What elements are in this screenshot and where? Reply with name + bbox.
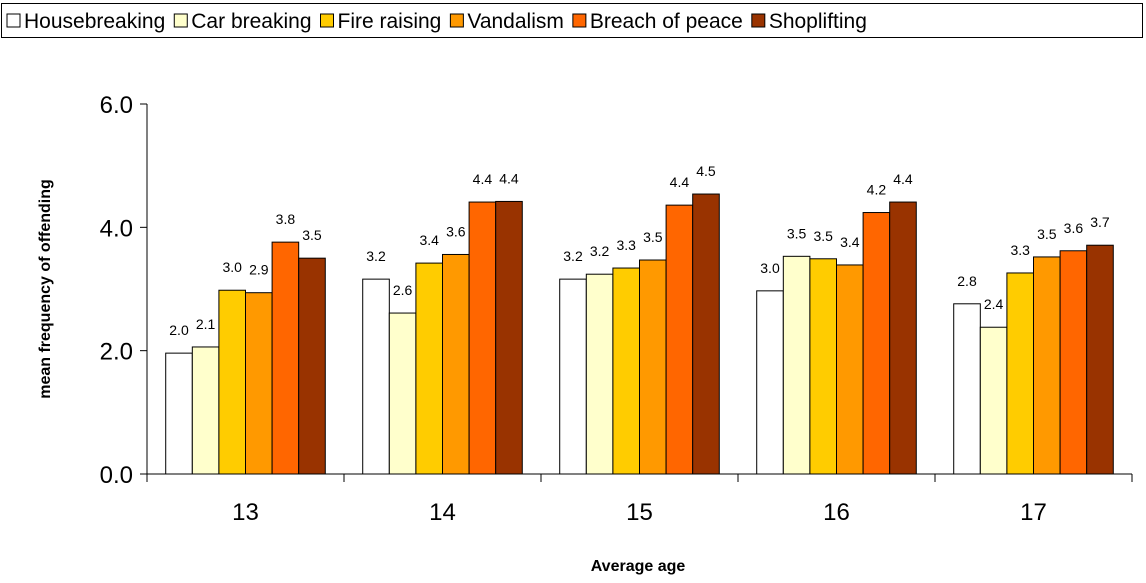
value-label: 2.6 <box>393 282 413 298</box>
value-label: 4.5 <box>696 163 716 179</box>
bar <box>495 200 523 475</box>
bar <box>362 278 390 475</box>
bar <box>218 289 246 475</box>
bar <box>271 241 300 475</box>
bar <box>836 264 864 475</box>
x-tick-label: 15 <box>626 499 653 526</box>
bar <box>165 352 193 475</box>
bar <box>468 201 497 475</box>
legend-swatch <box>449 13 464 28</box>
value-label: 3.6 <box>446 223 466 239</box>
x-tick-label: 16 <box>823 499 850 526</box>
bar <box>298 257 326 475</box>
value-label: 3.2 <box>366 248 386 264</box>
value-label: 2.4 <box>984 296 1004 312</box>
bar <box>953 303 981 475</box>
legend-swatch <box>6 13 21 28</box>
bar <box>388 312 417 475</box>
bar <box>665 204 694 475</box>
bar <box>1033 256 1061 475</box>
value-label: 3.0 <box>760 260 780 276</box>
y-tick-label: 0.0 <box>100 462 133 489</box>
value-label: 3.5 <box>643 229 663 245</box>
x-tick-label: 14 <box>429 499 456 526</box>
value-label: 3.4 <box>840 234 860 250</box>
x-axis-title: Average age <box>591 558 686 575</box>
value-label: 2.0 <box>169 322 189 338</box>
bar <box>612 267 641 475</box>
bar <box>979 326 1008 475</box>
value-label: 2.1 <box>196 316 216 332</box>
value-label: 4.2 <box>867 182 887 198</box>
value-label: 3.3 <box>1010 242 1030 258</box>
bar <box>245 292 273 475</box>
y-axis-title: mean frequency of offending <box>37 179 54 399</box>
legend-swatch <box>320 13 334 28</box>
legend-label: Fire raising <box>338 10 442 33</box>
value-label: 3.5 <box>302 227 322 243</box>
legend-swatch <box>173 13 188 28</box>
bar <box>756 290 784 475</box>
bar <box>809 258 838 475</box>
x-tick-label: 13 <box>232 499 259 526</box>
value-label: 3.0 <box>222 259 242 275</box>
y-tick-label: 2.0 <box>100 339 133 366</box>
value-label: 3.2 <box>563 248 583 264</box>
value-label: 3.6 <box>1064 220 1084 236</box>
legend-label: Car breaking <box>191 10 311 33</box>
bar <box>585 273 614 475</box>
y-tick-label: 6.0 <box>100 92 133 119</box>
value-label: 2.9 <box>249 262 269 278</box>
bar <box>782 255 811 475</box>
legend-label: Breach of peace <box>590 10 743 33</box>
value-label: 3.8 <box>276 211 296 227</box>
value-label: 4.4 <box>893 171 913 187</box>
value-label: 4.4 <box>499 170 519 186</box>
value-label: 3.2 <box>590 243 610 259</box>
y-tick-label: 4.0 <box>100 215 133 242</box>
bar <box>862 212 891 475</box>
legend-label: Shoplifting <box>769 10 867 33</box>
x-tick-label: 17 <box>1020 499 1047 526</box>
legend-frame <box>1 3 1143 38</box>
bar <box>692 193 720 475</box>
value-label: 3.3 <box>616 237 636 253</box>
legend-label: Housebreaking <box>24 10 165 33</box>
value-label: 3.5 <box>813 228 833 244</box>
legend-swatch <box>572 13 587 28</box>
bar <box>639 259 667 475</box>
value-label: 4.4 <box>473 171 493 187</box>
value-label: 3.7 <box>1090 214 1110 230</box>
bar <box>191 346 220 475</box>
bar <box>1086 244 1114 475</box>
bar <box>889 201 917 475</box>
value-label: 3.5 <box>1037 226 1057 242</box>
legend-swatch <box>751 13 766 28</box>
value-label: 4.4 <box>670 174 690 190</box>
bar <box>1006 272 1035 475</box>
legend-label: Vandalism <box>467 10 564 33</box>
bar <box>1059 250 1088 475</box>
bar <box>415 262 443 475</box>
bar <box>442 253 470 475</box>
value-label: 3.4 <box>419 232 439 248</box>
value-label: 2.8 <box>957 273 977 289</box>
bar <box>559 278 587 475</box>
value-label: 3.5 <box>787 225 807 241</box>
